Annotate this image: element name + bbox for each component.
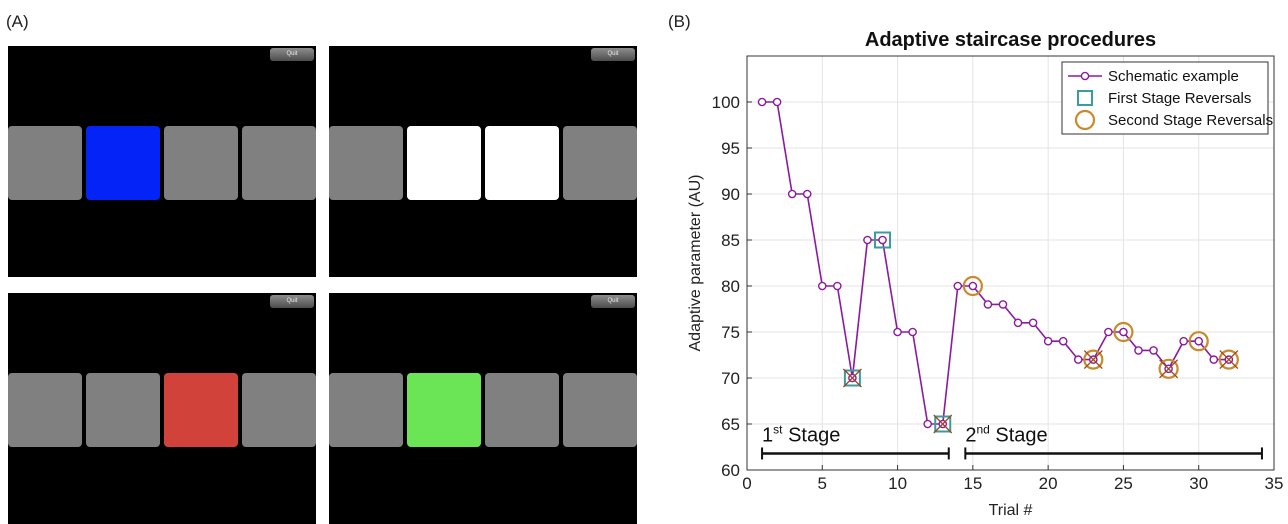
tile-1[interactable] [329, 126, 403, 200]
data-point [1119, 327, 1128, 337]
data-point [893, 327, 902, 337]
second-stage-reversal-marker [1158, 358, 1179, 379]
data-point [802, 189, 812, 199]
legend-ring-icon [1074, 109, 1096, 131]
data-point [968, 281, 978, 291]
panel-b-label: (B) [668, 12, 691, 31]
stage-label-1: 1st Stage [762, 422, 840, 446]
discarded-reversal-x [842, 368, 862, 388]
first-stage-reversal-marker [874, 231, 892, 249]
tile-2[interactable] [86, 373, 160, 447]
task-screen-red: Quit [8, 293, 316, 524]
data-point [863, 235, 872, 245]
quit-button[interactable]: Quit [591, 48, 635, 61]
x-axis-label: Trial # [989, 502, 1033, 519]
data-point [1073, 355, 1083, 364]
data-point [1043, 336, 1053, 346]
y-tick-label: 70 [721, 369, 740, 388]
x-tick-label: 0 [742, 474, 751, 493]
y-tick-label: 100 [712, 93, 740, 112]
tile-2[interactable] [407, 126, 481, 200]
data-point [998, 300, 1008, 309]
tile-2[interactable] [407, 373, 481, 447]
tile-1[interactable] [329, 373, 403, 447]
stage-label-2: 2nd Stage [965, 422, 1047, 446]
quit-button[interactable]: Quit [591, 295, 635, 308]
tile-4[interactable] [242, 373, 316, 447]
axes-box [746, 55, 1275, 471]
data-point [772, 97, 782, 107]
y-tick-label: 90 [721, 185, 740, 204]
x-tick-label: 25 [1114, 474, 1133, 493]
tile-2[interactable] [86, 126, 160, 200]
y-axis-label: Adaptive parameter (AU) [687, 175, 704, 352]
data-point [787, 189, 797, 199]
x-tick-label: 35 [1265, 474, 1284, 493]
y-tick-label: 65 [721, 415, 740, 434]
data-point [908, 327, 917, 337]
panel-a-label: (A) [6, 12, 29, 31]
y-tick-label: 60 [721, 461, 740, 480]
task-screen-blue: Quit [8, 46, 316, 277]
task-screen-white: Quit [329, 46, 637, 277]
tile-4[interactable] [563, 126, 637, 200]
x-tick-label: 5 [818, 474, 827, 493]
second-stage-reversal-marker [962, 275, 983, 297]
y-tick-label: 95 [721, 139, 740, 158]
tile-1[interactable] [8, 126, 82, 200]
legend-box [1061, 61, 1269, 135]
legend-square-icon [1077, 90, 1093, 106]
discarded-reversal-x [1159, 359, 1179, 379]
tile-3[interactable] [164, 126, 238, 200]
data-point [983, 300, 993, 309]
x-tick-label: 20 [1039, 474, 1058, 493]
data-point [1013, 318, 1023, 328]
data-point [1058, 336, 1068, 346]
data-point [817, 281, 827, 291]
data-point [923, 419, 932, 429]
y-tick-label: 75 [721, 323, 740, 342]
tile-4[interactable] [563, 373, 637, 447]
data-point [1028, 318, 1038, 328]
legend-label: Schematic example [1108, 68, 1239, 85]
quit-button[interactable]: Quit [270, 295, 314, 308]
chart-title: Adaptive staircase procedures [865, 29, 1156, 51]
data-point [1149, 346, 1158, 355]
legend-label: First Stage Reversals [1108, 90, 1251, 107]
data-point [757, 97, 767, 107]
x-tick-label: 30 [1189, 474, 1208, 493]
first-stage-reversal-marker [934, 415, 952, 433]
tile-3[interactable] [164, 373, 238, 447]
data-point [1134, 346, 1143, 355]
y-tick-label: 80 [721, 277, 740, 296]
data-point [1104, 327, 1113, 337]
tile-4[interactable] [242, 126, 316, 200]
quit-button[interactable]: Quit [270, 48, 314, 61]
y-tick-label: 85 [721, 231, 740, 250]
x-tick-label: 10 [888, 474, 907, 493]
discarded-reversal-x [1219, 350, 1239, 370]
second-stage-reversal-marker [1083, 349, 1104, 370]
x-tick-label: 15 [963, 474, 982, 493]
tile-3[interactable] [485, 373, 559, 447]
second-stage-reversal-marker [1188, 331, 1209, 352]
task-screen-green: Quit [329, 293, 637, 524]
tile-1[interactable] [8, 373, 82, 447]
legend-label: Second Stage Reversals [1108, 112, 1273, 129]
discarded-reversal-x [933, 414, 953, 434]
legend-circle-icon [1080, 71, 1090, 81]
data-point [953, 281, 963, 291]
second-stage-reversal-marker [1113, 321, 1134, 343]
data-point [1194, 336, 1204, 346]
data-point [1179, 336, 1188, 346]
tile-3[interactable] [485, 126, 559, 200]
first-stage-reversal-marker [843, 369, 861, 387]
data-point [878, 235, 887, 245]
second-stage-reversal-marker [1218, 349, 1239, 370]
data-point [1209, 355, 1219, 364]
discarded-reversal-x [1083, 350, 1103, 370]
data-point [833, 281, 842, 291]
